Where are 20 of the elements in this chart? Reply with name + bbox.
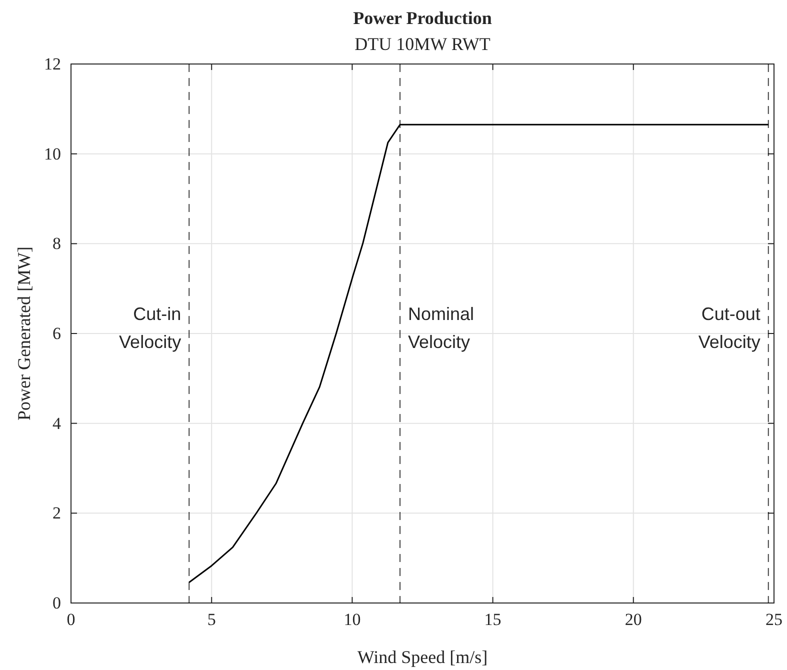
ref-line-label: Cut-out Velocity bbox=[698, 304, 760, 352]
chart-subtitle: DTU 10MW RWT bbox=[354, 34, 490, 54]
x-tick-label: 0 bbox=[66, 610, 76, 630]
x-tick-label: 20 bbox=[624, 610, 642, 630]
y-tick-label: 8 bbox=[52, 234, 61, 254]
y-axis-title: Power Generated [MW] bbox=[14, 246, 34, 420]
y-tick-label: 0 bbox=[52, 593, 61, 612]
x-tick-label: 10 bbox=[344, 610, 361, 630]
ref-line-label: Cut-in Velocity bbox=[119, 304, 182, 352]
chart-title: Power Production bbox=[353, 8, 492, 28]
y-tick-label: 4 bbox=[52, 414, 62, 433]
ref-line-label: Nominal Velocity bbox=[408, 304, 474, 352]
y-tick-label: 12 bbox=[44, 54, 61, 74]
x-tick-label: 25 bbox=[766, 610, 782, 630]
y-tick-label: 2 bbox=[52, 504, 61, 523]
x-axis-title: Wind Speed [m/s] bbox=[357, 647, 488, 667]
y-tick-label: 6 bbox=[52, 324, 61, 343]
y-tick-label: 10 bbox=[44, 144, 61, 164]
x-tick-label: 15 bbox=[484, 610, 502, 630]
x-tick-label: 5 bbox=[207, 610, 216, 630]
